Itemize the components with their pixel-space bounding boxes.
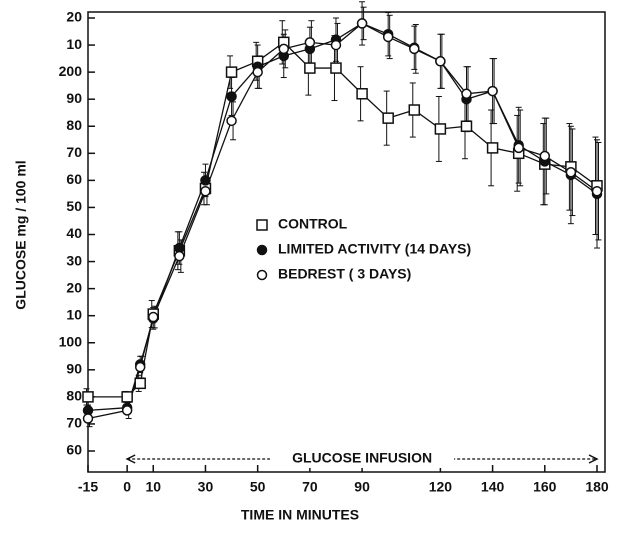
marker bbox=[121, 391, 133, 403]
arrow-head bbox=[588, 454, 599, 464]
x-axis-label: TIME IN MINUTES bbox=[241, 507, 359, 523]
y-tick-label: 200 bbox=[59, 63, 83, 79]
marker bbox=[304, 37, 316, 48]
marker bbox=[226, 91, 237, 102]
y-tick-label: 70 bbox=[66, 144, 82, 160]
marker bbox=[200, 185, 211, 197]
marker bbox=[435, 56, 446, 67]
marker bbox=[225, 66, 238, 78]
y-tick-label: 20 bbox=[66, 279, 82, 295]
legend-label: BEDREST ( 3 DAYS) bbox=[278, 266, 411, 282]
marker bbox=[121, 405, 133, 416]
y-tick-label: 60 bbox=[66, 442, 82, 458]
y-tick-label: 80 bbox=[66, 388, 82, 404]
marker bbox=[460, 120, 473, 132]
x-tick-label: 120 bbox=[429, 479, 453, 495]
arrow-head bbox=[125, 454, 136, 464]
x-tick-label: -15 bbox=[78, 479, 98, 495]
y-tick-label: 30 bbox=[66, 252, 82, 268]
legend-marker bbox=[256, 269, 268, 281]
y-tick-label: 50 bbox=[66, 198, 82, 214]
y-tick-label: 10 bbox=[66, 306, 82, 322]
marker bbox=[252, 66, 263, 78]
marker bbox=[539, 150, 551, 162]
marker bbox=[382, 31, 394, 43]
marker bbox=[408, 104, 421, 116]
x-tick-label: 10 bbox=[145, 479, 161, 495]
x-tick-label: 180 bbox=[585, 479, 609, 495]
x-tick-label: 0 bbox=[123, 479, 131, 495]
marker bbox=[434, 123, 447, 135]
y-tick-label: 10 bbox=[66, 36, 82, 52]
marker bbox=[409, 43, 420, 55]
marker bbox=[134, 377, 146, 390]
marker bbox=[200, 175, 211, 186]
y-tick-label: 40 bbox=[66, 225, 82, 241]
x-tick-label: 70 bbox=[302, 479, 318, 495]
marker bbox=[134, 361, 146, 373]
plot-frame bbox=[87, 11, 606, 473]
marker bbox=[486, 142, 499, 154]
y-tick-label: 70 bbox=[66, 415, 82, 431]
x-tick-label: 30 bbox=[198, 479, 214, 495]
x-tick-label: 140 bbox=[481, 479, 505, 495]
annotation-bg bbox=[270, 450, 455, 468]
x-tick-label: 160 bbox=[533, 479, 557, 495]
marker bbox=[82, 413, 94, 424]
marker bbox=[278, 43, 290, 55]
annotation: GLUCOSE INFUSION bbox=[292, 450, 432, 466]
marker bbox=[382, 112, 394, 124]
marker bbox=[591, 185, 603, 197]
marker bbox=[513, 142, 524, 154]
y-tick-label: 100 bbox=[59, 333, 83, 349]
marker bbox=[461, 88, 472, 100]
y-axis-label: GLUCOSE mg / 100 ml bbox=[13, 160, 29, 309]
legend-marker bbox=[256, 219, 268, 231]
marker bbox=[487, 85, 498, 97]
marker bbox=[330, 39, 342, 51]
marker bbox=[148, 311, 159, 323]
marker bbox=[356, 88, 368, 100]
legend-label: LIMITED ACTIVITY (14 DAYS) bbox=[278, 241, 471, 257]
y-tick-label: 90 bbox=[66, 361, 82, 377]
marker bbox=[82, 391, 94, 403]
marker bbox=[356, 18, 368, 29]
marker bbox=[565, 167, 577, 178]
marker bbox=[174, 250, 185, 262]
legend-marker bbox=[256, 244, 268, 256]
x-tick-label: 50 bbox=[250, 479, 266, 495]
y-tick-label: 20 bbox=[66, 9, 82, 25]
marker bbox=[226, 115, 237, 127]
y-tick-label: 60 bbox=[66, 171, 82, 187]
marker bbox=[330, 62, 342, 74]
y-tick-label: 80 bbox=[66, 117, 82, 133]
legend-label: CONTROL bbox=[278, 216, 348, 232]
y-tick-label: 90 bbox=[66, 90, 82, 106]
marker bbox=[304, 62, 316, 74]
x-tick-label: 90 bbox=[354, 479, 370, 495]
